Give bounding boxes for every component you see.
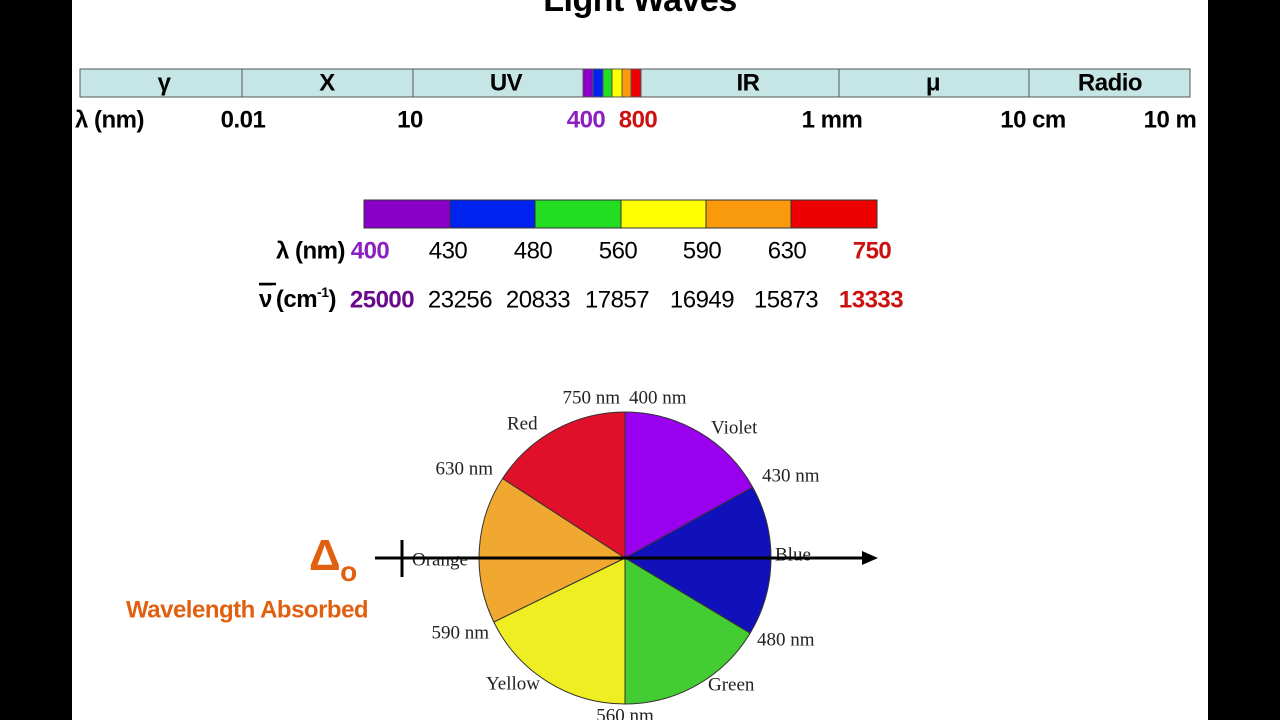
wedge <box>478 477 627 623</box>
wedge <box>624 557 751 705</box>
wheel-label: 630 nm <box>435 458 493 479</box>
wavelength: 560 <box>599 237 638 264</box>
color-wheel <box>478 411 772 705</box>
wedge <box>624 486 772 634</box>
wavelength: 630 <box>768 237 807 264</box>
wheel-label: 590 nm <box>431 622 489 643</box>
close: ) <box>329 286 337 313</box>
wavelength-row: 400 430 480 560 590 630 750 <box>351 237 892 264</box>
band <box>611 68 623 98</box>
wavenumber: 25000 <box>350 286 414 313</box>
exponent: -1 <box>317 284 329 300</box>
wavenumber: 16949 <box>670 286 734 313</box>
band <box>534 199 622 229</box>
wavenumber-row: 25000 23256 20833 17857 16949 15873 13333 <box>350 286 904 313</box>
region <box>79 68 243 98</box>
delta: Δo <box>309 531 357 588</box>
scale-label: 0.01 <box>221 106 266 133</box>
wheel-label: Red <box>507 413 538 434</box>
wedge <box>493 557 626 705</box>
band <box>449 199 536 229</box>
arrow-head <box>862 551 878 565</box>
delta-symbol: Δ <box>309 531 340 580</box>
wheel-label: Violet <box>711 417 758 438</box>
spectrum-bar <box>79 68 1191 98</box>
scale-label: 1 mm <box>802 106 863 133</box>
symbol: ν <box>259 286 272 313</box>
region <box>640 68 840 98</box>
title: Light Waves <box>543 0 737 19</box>
delta-subscript: o <box>340 556 357 587</box>
band <box>363 199 451 229</box>
wedge <box>624 411 754 559</box>
wavenumber: 23256 <box>428 286 492 313</box>
row-label: ν (cm-1) <box>259 284 336 314</box>
region <box>1028 68 1191 98</box>
wheel-label: 480 nm <box>757 629 815 650</box>
region-label: Radio <box>1078 69 1142 96</box>
unit: (cm <box>276 286 317 313</box>
band <box>592 68 604 98</box>
wheel-label: Orange <box>412 549 468 570</box>
wavelength: 590 <box>683 237 722 264</box>
band <box>705 199 792 229</box>
scale-label: 400 <box>567 106 606 133</box>
caption: Wavelength Absorbed <box>126 596 368 623</box>
band <box>790 199 878 229</box>
wheel-label: Blue <box>775 544 811 565</box>
visible-bar <box>363 199 878 229</box>
wavelength: 480 <box>514 237 553 264</box>
band <box>602 68 613 98</box>
wavenumber: 20833 <box>506 286 570 313</box>
band <box>620 199 707 229</box>
wavenumber: 13333 <box>839 286 903 313</box>
wheel-label: Yellow <box>486 673 540 694</box>
band <box>621 68 632 98</box>
region-label: γ <box>158 69 172 96</box>
wavenumber: 17857 <box>585 286 649 313</box>
region-label: X <box>319 69 335 96</box>
wheel-label: Green <box>708 674 755 695</box>
scale-label: 10 m <box>1144 106 1197 133</box>
wedge <box>501 411 626 559</box>
scale-label: 800 <box>619 106 658 133</box>
wavenumber: 15873 <box>754 286 818 313</box>
wavelength: 430 <box>429 237 468 264</box>
wavelength: 750 <box>853 237 892 264</box>
region <box>838 68 1030 98</box>
scale-label: 10 cm <box>1000 106 1066 133</box>
wavelength: 400 <box>351 237 390 264</box>
row-label: λ (nm) <box>276 237 345 264</box>
band <box>630 68 642 98</box>
region-label: IR <box>737 69 760 96</box>
wheel-label: 430 nm <box>762 465 820 486</box>
band <box>582 68 594 98</box>
wheel-label: 560 nm <box>596 705 654 720</box>
axis-label: λ (nm) <box>75 106 144 133</box>
region-label: UV <box>490 69 523 96</box>
wheel-label: 750 nm <box>562 387 620 408</box>
wheel-label: 400 nm <box>629 387 687 408</box>
scale-label: 10 <box>397 106 423 133</box>
region-label: μ <box>926 69 940 96</box>
